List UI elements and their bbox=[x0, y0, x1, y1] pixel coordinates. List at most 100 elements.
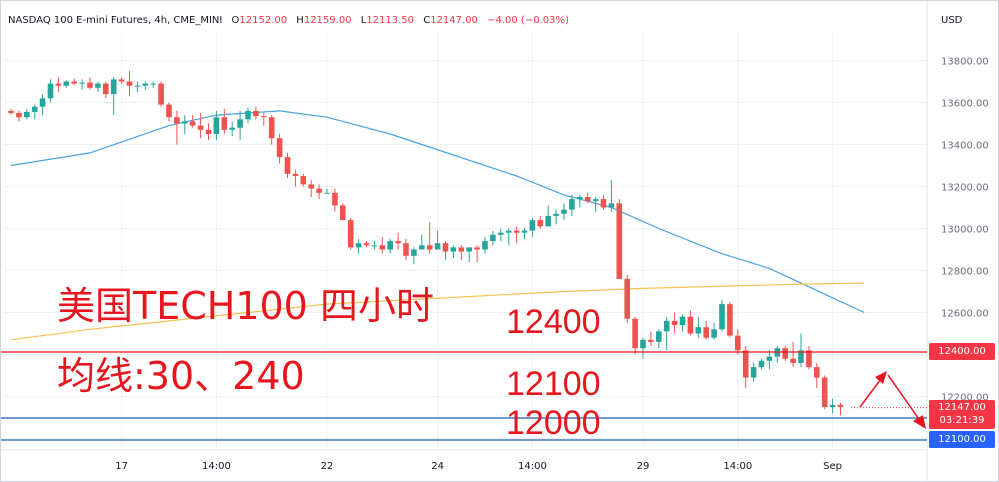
annotation-ma: 均线:30、240 bbox=[57, 354, 305, 398]
x-tick-label: 24 bbox=[431, 461, 444, 472]
ma240-line bbox=[10, 282, 865, 341]
candle-body bbox=[363, 243, 370, 246]
candle-body bbox=[529, 220, 536, 231]
candle-body bbox=[189, 121, 196, 126]
y-tick-label: 12200.00 bbox=[941, 393, 989, 404]
candle-body bbox=[95, 83, 101, 88]
annotation-12000: 12000 bbox=[506, 404, 601, 442]
arrow-up-head bbox=[875, 371, 887, 384]
candle-body bbox=[569, 199, 575, 210]
candle-body bbox=[110, 79, 117, 95]
candle-body bbox=[553, 213, 559, 216]
candle-body bbox=[735, 335, 741, 351]
candle-body bbox=[521, 230, 528, 233]
candle-body bbox=[261, 116, 267, 118]
candle-body bbox=[292, 173, 299, 176]
candle-body bbox=[79, 82, 85, 84]
candle-body bbox=[253, 110, 259, 117]
candle-body bbox=[798, 350, 804, 363]
candle-body bbox=[640, 339, 646, 349]
candle-body bbox=[126, 81, 133, 86]
candle-body bbox=[284, 157, 291, 174]
x-tick-label: 17 bbox=[115, 461, 128, 472]
y-tick-label: 13000.00 bbox=[941, 225, 989, 236]
candle-body bbox=[821, 377, 828, 407]
candle-body bbox=[766, 356, 773, 361]
x-tick-label: 14:00 bbox=[723, 461, 752, 472]
candle-body bbox=[174, 117, 180, 124]
candle-body bbox=[332, 192, 338, 206]
candle-body bbox=[387, 241, 393, 250]
y-tick-label: 13200.00 bbox=[941, 183, 989, 194]
candle-body bbox=[142, 83, 149, 86]
candle-body bbox=[561, 209, 567, 214]
candle-body bbox=[727, 304, 733, 336]
candle-body bbox=[442, 243, 449, 252]
y-tick-label: 13600.00 bbox=[941, 99, 989, 110]
change-value: −4.00 (−0.03%) bbox=[487, 15, 569, 26]
low-label: L bbox=[360, 15, 367, 26]
candle-body bbox=[8, 110, 14, 113]
annotation-12100: 12100 bbox=[506, 365, 601, 403]
candle-body bbox=[340, 205, 346, 221]
candle-body bbox=[434, 243, 441, 250]
x-tick-label: 29 bbox=[637, 461, 650, 472]
candle-body bbox=[308, 184, 314, 189]
arrow-down-line bbox=[887, 374, 922, 423]
candle-body bbox=[316, 188, 322, 193]
candle-body bbox=[411, 249, 417, 256]
candle-body bbox=[758, 360, 765, 368]
candle-body bbox=[490, 234, 496, 242]
candle-body bbox=[47, 83, 54, 99]
candle-body bbox=[419, 245, 425, 250]
symbol-name: NASDAQ 100 E-mini Futures, 4h, CME_MINI bbox=[8, 15, 223, 26]
candle-body bbox=[355, 243, 362, 248]
last-price-value: 12147.00 bbox=[938, 402, 986, 413]
candle-body bbox=[276, 138, 283, 158]
open-value: 12152.00 bbox=[239, 15, 288, 26]
candle-body bbox=[166, 104, 172, 118]
candle-body bbox=[711, 329, 717, 338]
candle-body bbox=[513, 230, 520, 233]
candle-body bbox=[474, 247, 480, 250]
candle-body bbox=[782, 348, 788, 359]
candle-body bbox=[608, 203, 615, 208]
close-value: 12147.00 bbox=[430, 15, 478, 26]
candle-body bbox=[505, 230, 512, 233]
candle-body bbox=[742, 350, 749, 378]
arrow-down-head bbox=[913, 415, 926, 429]
currency-label: USD bbox=[941, 15, 963, 26]
x-tick-label: Sep bbox=[823, 461, 842, 472]
candle-body bbox=[221, 117, 228, 130]
candle-body bbox=[450, 247, 457, 252]
candle-body bbox=[624, 278, 630, 319]
candle-body bbox=[577, 197, 583, 200]
price-tag-12100: 12100.00 bbox=[929, 431, 995, 448]
candle-body bbox=[806, 350, 812, 368]
candle-body bbox=[679, 316, 686, 326]
candle-body bbox=[268, 117, 275, 139]
y-tick-label: 12600.00 bbox=[941, 309, 989, 320]
candle-body bbox=[703, 327, 709, 338]
candle-body bbox=[458, 247, 465, 252]
candle-body bbox=[182, 121, 188, 124]
candle-body bbox=[150, 83, 156, 85]
candle-body bbox=[63, 81, 70, 86]
candle-body bbox=[632, 318, 638, 349]
candle-body bbox=[55, 83, 62, 86]
candle-body bbox=[837, 404, 844, 407]
candle-body bbox=[158, 83, 164, 105]
candle-body bbox=[790, 358, 796, 363]
symbol-header: NASDAQ 100 E-mini Futures, 4h, CME_MINI … bbox=[8, 15, 569, 26]
candle-body bbox=[379, 245, 386, 250]
annotation-title: 美国TECH100 四小时 bbox=[57, 284, 434, 328]
x-tick-label: 14:00 bbox=[202, 461, 231, 472]
candle-body bbox=[498, 232, 504, 235]
candle-body bbox=[324, 192, 330, 194]
y-tick-label: 12800.00 bbox=[941, 267, 989, 278]
candle-body bbox=[403, 243, 409, 256]
candle-body bbox=[829, 404, 836, 407]
candle-body bbox=[205, 129, 212, 134]
